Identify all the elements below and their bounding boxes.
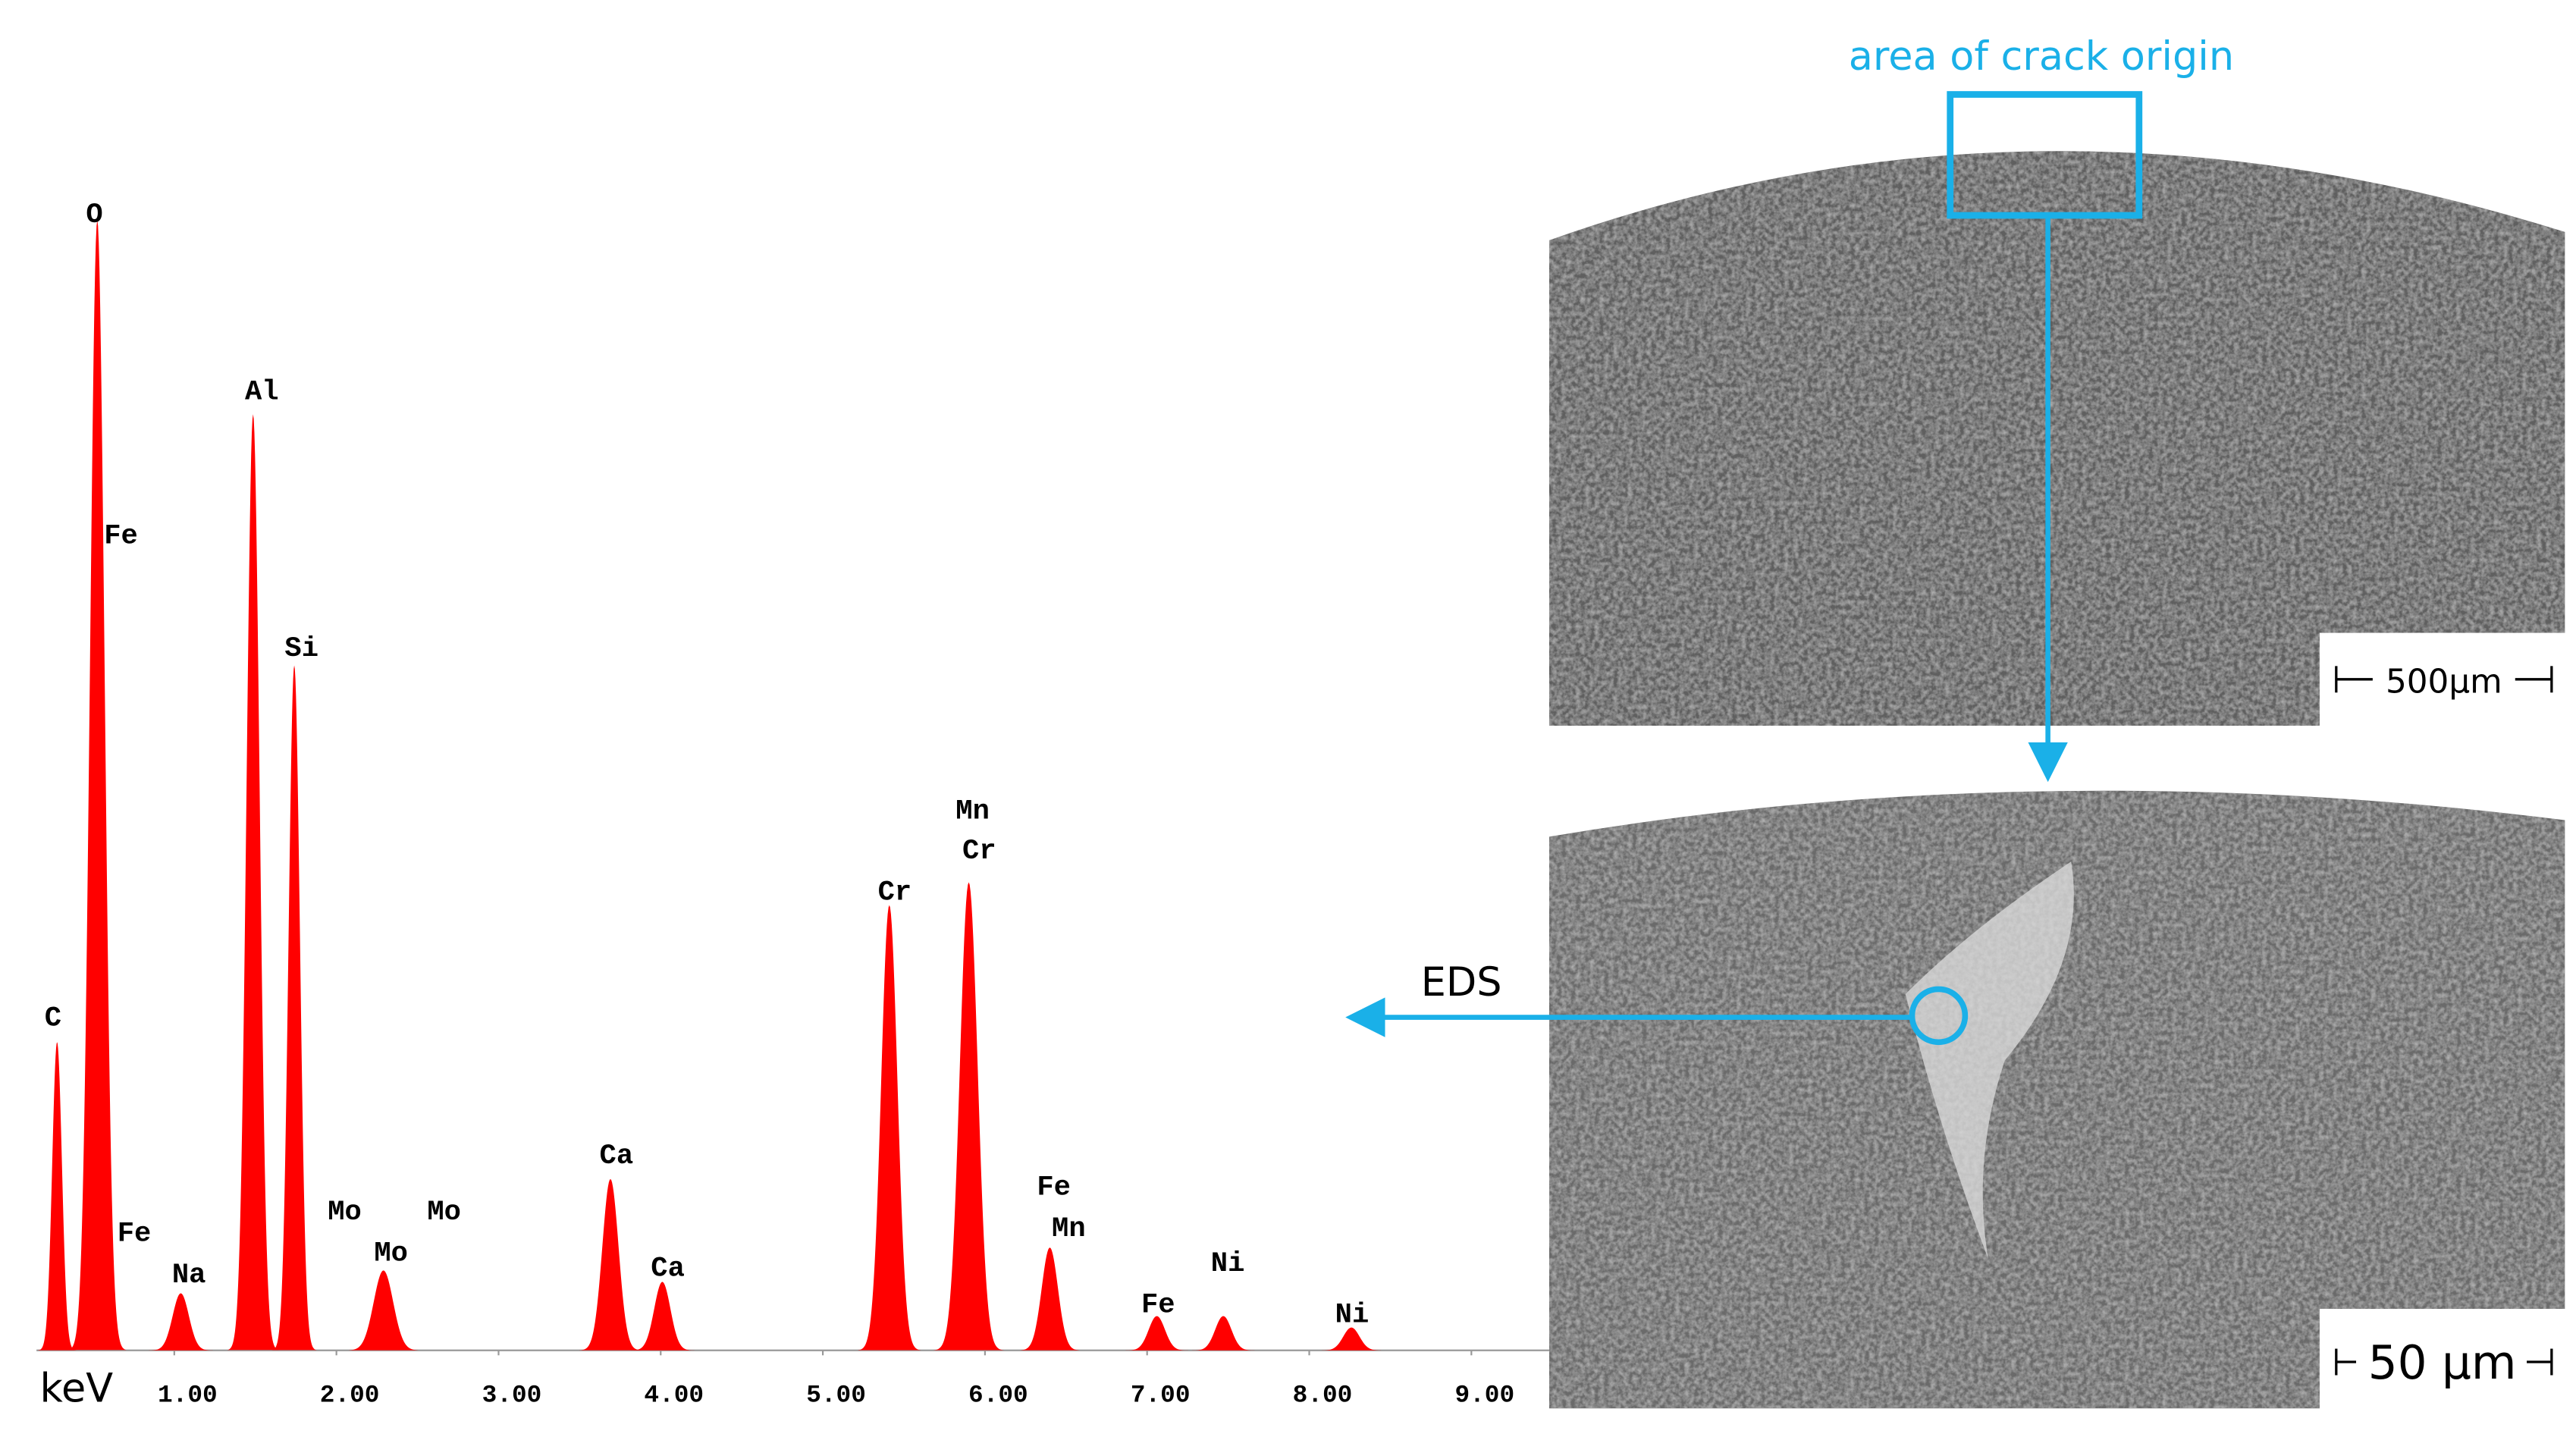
peak-label: Mo — [328, 1197, 362, 1228]
peak-label: Mn — [955, 795, 990, 827]
peak-label: Fe — [1037, 1172, 1071, 1203]
peak-label: C — [45, 1002, 61, 1034]
x-tick-label: 3.00 — [482, 1381, 542, 1409]
peak — [148, 1293, 214, 1351]
scale-label: 500µm — [2386, 662, 2502, 701]
peak — [629, 1282, 695, 1351]
peak — [933, 882, 1005, 1351]
peak — [37, 1042, 77, 1351]
scale-label: 50 µm — [2368, 1336, 2517, 1390]
x-tick-label: 6.00 — [968, 1381, 1028, 1409]
peak — [1319, 1327, 1384, 1351]
peak — [344, 1270, 422, 1351]
sem-image-bottom — [1548, 790, 2565, 1409]
peak — [271, 665, 317, 1351]
peak-label: Ca — [600, 1141, 634, 1172]
peak-label: Al — [245, 377, 279, 409]
eds-label: EDS — [1421, 959, 1502, 1006]
peak-label: Mn — [1052, 1213, 1086, 1245]
scale-box — [2319, 1309, 2565, 1409]
crack-feature — [1905, 861, 2074, 1260]
peak — [1124, 1316, 1190, 1351]
peak-label: Ni — [1335, 1300, 1370, 1332]
x-tick-label: 7.00 — [1131, 1381, 1191, 1409]
peak-label: Mo — [427, 1197, 461, 1228]
x-tick-label: 8.00 — [1293, 1381, 1353, 1409]
x-tick-label: 1.00 — [158, 1381, 218, 1409]
spectrum: 1.00 2.00 3.00 4.00 5.00 6.00 7.00 8.00 9.00 O Fe A… — [36, 199, 1549, 1409]
peak — [578, 1178, 643, 1351]
peak-label: Fe — [1141, 1289, 1175, 1321]
x-tick-label: 4.00 — [644, 1381, 704, 1409]
crack-origin-box — [1947, 91, 2143, 219]
x-tick-label: 9.00 — [1454, 1381, 1514, 1409]
peak — [67, 220, 127, 1351]
crack-origin-label: area of crack origin — [1849, 33, 2234, 80]
peak-label: Na — [172, 1260, 206, 1291]
peak-label: Fe — [104, 521, 138, 553]
peak — [1017, 1247, 1083, 1351]
peak-label: Cr — [962, 836, 996, 868]
peak-label: Fe — [118, 1219, 152, 1250]
peak-label: Si — [284, 633, 318, 665]
peak-label: Ca — [651, 1253, 685, 1285]
peak — [1191, 1316, 1256, 1351]
peak — [856, 905, 922, 1351]
peak — [227, 414, 279, 1351]
x-tick-label: 2.00 — [320, 1381, 380, 1409]
sem-image-top — [1548, 151, 2565, 726]
peak-label: O — [86, 199, 102, 231]
peak-label: Ni — [1211, 1248, 1245, 1280]
peak-label: Mo — [374, 1238, 408, 1270]
x-tick-label: 5.00 — [806, 1381, 866, 1409]
x-axis-label: keV — [39, 1365, 113, 1411]
peak-label: Cr — [878, 877, 912, 908]
